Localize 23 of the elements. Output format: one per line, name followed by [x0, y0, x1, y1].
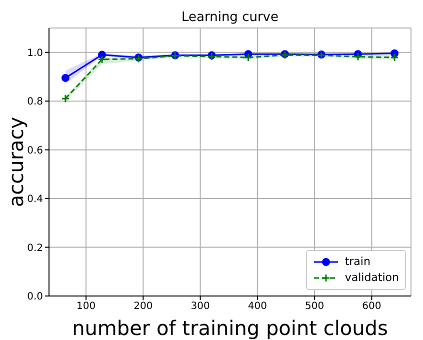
x-tick-label: 300	[190, 301, 210, 312]
y-tick-label: 0.2	[27, 242, 43, 254]
legend-label: validation	[344, 270, 399, 286]
point	[61, 94, 70, 103]
x-tick-label: 100	[76, 301, 96, 312]
y-tick-label: 0.0	[27, 292, 43, 303]
x-axis-title: number of training point clouds	[72, 316, 388, 340]
chart-title: Learning curve	[180, 10, 280, 25]
point	[390, 53, 399, 62]
point	[98, 55, 106, 64]
legend-label: train	[344, 254, 370, 270]
point	[61, 74, 70, 82]
y-axis-title: accuracy	[4, 116, 28, 208]
y-tick-label: 0.6	[27, 145, 43, 156]
x-tick-label: 200	[134, 301, 153, 312]
y-tick-label: 0.4	[27, 194, 43, 206]
point	[244, 53, 253, 62]
x-tick-label: 600	[362, 301, 382, 312]
y-tick-label: 0.8	[27, 96, 43, 108]
point	[354, 52, 362, 61]
x-tick-label: 400	[248, 301, 267, 312]
x-tick-label: 500	[305, 301, 324, 312]
y-tick-label: 1.0	[27, 48, 43, 59]
